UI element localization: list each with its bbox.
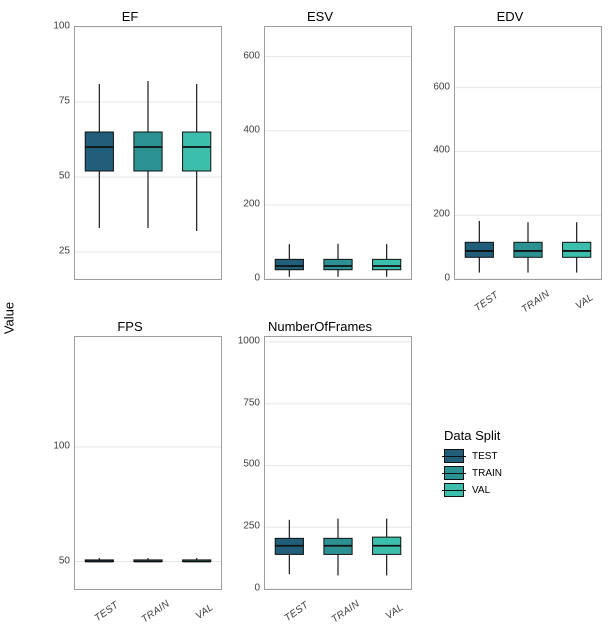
panel-title: FPS — [40, 318, 220, 336]
panel-title: EDV — [420, 8, 600, 26]
legend: Data Split TEST TRAIN VAL — [444, 428, 502, 500]
legend-title: Data Split — [444, 428, 502, 443]
y-tick-label: 25 — [59, 246, 70, 257]
legend-cell: Data Split TEST TRAIN VAL — [420, 318, 600, 618]
y-tick-label: 0 — [444, 273, 450, 284]
legend-item-test: TEST — [444, 449, 502, 463]
figure: Value EF255075100 ESV0200400600 EDV02004… — [0, 0, 610, 636]
boxplot-svg — [265, 27, 411, 279]
box — [514, 242, 542, 257]
x-tick-label: VAL — [375, 596, 414, 628]
box — [134, 132, 162, 171]
boxplot-svg — [265, 337, 411, 589]
x-tick-label: TEST — [278, 596, 317, 628]
y-axis: 0200400600 — [420, 26, 454, 278]
y-tick-label: 100 — [53, 21, 70, 32]
legend-label: TRAIN — [472, 468, 502, 479]
y-tick-label: 600 — [243, 50, 260, 61]
legend-swatch-val — [444, 483, 464, 497]
y-tick-label: 0 — [254, 273, 260, 284]
plot-area — [264, 26, 412, 280]
panel-numberofframes: NumberOfFrames02505007501000TESTTRAINVAL — [230, 318, 410, 618]
y-axis: 02505007501000 — [230, 336, 264, 588]
panel-title: NumberOfFrames — [230, 318, 410, 336]
y-tick-label: 750 — [243, 397, 260, 408]
plot-area — [454, 26, 602, 280]
panel-esv: ESV 0 200 400 600 — [230, 8, 410, 308]
panels-grid: EF255075100 ESV0200400600 EDV0200400600T… — [40, 8, 602, 628]
y-axis: 0200400600 — [230, 26, 264, 278]
x-tick-label: VAL — [185, 596, 224, 628]
y-tick-label: 50 — [59, 171, 70, 182]
y-tick-label: 400 — [243, 124, 260, 135]
y-tick-label: 200 — [433, 209, 450, 220]
y-tick-label: 400 — [433, 145, 450, 156]
x-tick-label: TRAIN — [326, 596, 365, 628]
x-tick-label: TRAIN — [516, 286, 555, 318]
panel-title: ESV — [230, 8, 410, 26]
plot-area — [74, 336, 222, 590]
plot-area — [74, 26, 222, 280]
y-tick-label: 200 — [243, 198, 260, 209]
boxplot-svg — [75, 337, 221, 589]
panel-ef: EF255075100 — [40, 8, 220, 308]
legend-item-val: VAL — [444, 483, 502, 497]
y-axis: 255075100 — [40, 26, 74, 278]
legend-swatch-train — [444, 466, 464, 480]
box — [324, 259, 352, 269]
y-tick-label: 250 — [243, 521, 260, 532]
box — [85, 132, 113, 171]
legend-swatch-test — [444, 449, 464, 463]
legend-item-train: TRAIN — [444, 466, 502, 480]
y-tick-label: 75 — [59, 96, 70, 107]
y-tick-label: 0 — [254, 583, 260, 594]
x-tick-label: TRAIN — [136, 596, 175, 628]
panel-edv: EDV0200400600TESTTRAINVAL — [420, 8, 600, 308]
box — [183, 132, 211, 171]
y-tick-label: 500 — [243, 459, 260, 470]
plot-area — [264, 336, 412, 590]
box — [275, 259, 303, 269]
y-tick-label: 50 — [59, 555, 70, 566]
panel-fps: FPS50100TESTTRAINVAL — [40, 318, 220, 618]
boxplot-svg — [455, 27, 601, 279]
x-tick-label: VAL — [565, 286, 604, 318]
y-tick-label: 600 — [433, 81, 450, 92]
legend-label: VAL — [472, 485, 490, 496]
y-tick-label: 1000 — [238, 335, 260, 346]
x-tick-label: TEST — [88, 596, 127, 628]
y-tick-label: 100 — [53, 440, 70, 451]
x-tick-label: TEST — [468, 286, 507, 318]
box — [373, 259, 401, 269]
boxplot-svg — [75, 27, 221, 279]
y-axis-label: Value — [2, 302, 17, 334]
legend-label: TEST — [472, 451, 498, 462]
box — [465, 242, 493, 257]
y-axis: 50 100 — [40, 336, 74, 588]
box — [563, 242, 591, 257]
